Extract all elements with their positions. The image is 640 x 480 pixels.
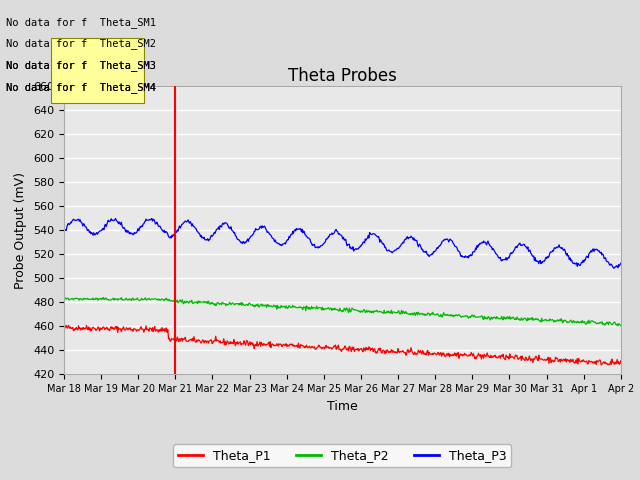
Theta_P3 bbox=[256, 224, 264, 229]
Theta_P1 bbox=[277, 341, 285, 347]
Theta_P2 bbox=[60, 296, 68, 302]
Text: No data for f  Theta_SM1: No data for f Theta_SM1 bbox=[6, 17, 156, 28]
Theta_P3 bbox=[125, 231, 133, 237]
Theta_P2 bbox=[256, 302, 264, 308]
Y-axis label: Probe Output (mV): Probe Output (mV) bbox=[15, 172, 28, 289]
Theta_P1 bbox=[597, 362, 605, 368]
Theta_P3 bbox=[611, 265, 618, 271]
Theta_P2 bbox=[61, 295, 68, 300]
Line: Theta_P1: Theta_P1 bbox=[64, 325, 621, 365]
Theta_P3 bbox=[148, 216, 156, 221]
Theta_P1 bbox=[228, 340, 236, 346]
Theta_P2 bbox=[277, 303, 285, 309]
Line: Theta_P3: Theta_P3 bbox=[64, 218, 621, 268]
Theta_P2 bbox=[126, 296, 134, 302]
X-axis label: Time: Time bbox=[327, 400, 358, 413]
Text: No data for f  Theta_SM3: No data for f Theta_SM3 bbox=[6, 60, 156, 71]
Text: No data for f  Theta_SM4: No data for f Theta_SM4 bbox=[6, 82, 156, 93]
Theta_P1 bbox=[401, 350, 408, 356]
Theta_P1 bbox=[60, 324, 68, 330]
Theta_P1 bbox=[256, 339, 264, 345]
Theta_P2 bbox=[228, 300, 236, 306]
Theta_P1 bbox=[65, 323, 72, 328]
Theta_P3 bbox=[228, 228, 236, 234]
Theta_P2 bbox=[401, 311, 408, 316]
Theta_P2 bbox=[614, 323, 621, 329]
Theta_P3 bbox=[432, 248, 440, 253]
Theta_P1 bbox=[617, 358, 625, 364]
Text: No data for f  Theta_SM2: No data for f Theta_SM2 bbox=[6, 38, 156, 49]
Theta_P2 bbox=[617, 323, 625, 329]
Theta_P2 bbox=[432, 312, 440, 317]
Theta_P3 bbox=[617, 260, 625, 266]
Theta_P3 bbox=[401, 237, 408, 243]
Theta_P1 bbox=[432, 351, 440, 357]
Title: Theta Probes: Theta Probes bbox=[288, 67, 397, 85]
Line: Theta_P2: Theta_P2 bbox=[64, 298, 621, 326]
Text: No data for f  Theta_SM4: No data for f Theta_SM4 bbox=[6, 82, 156, 93]
Theta_P3 bbox=[60, 227, 68, 233]
Theta_P1 bbox=[126, 325, 134, 331]
Theta_P3 bbox=[277, 241, 285, 247]
Text: No data for f  Theta_SM3: No data for f Theta_SM3 bbox=[6, 60, 156, 71]
Legend: Theta_P1, Theta_P2, Theta_P3: Theta_P1, Theta_P2, Theta_P3 bbox=[173, 444, 511, 467]
